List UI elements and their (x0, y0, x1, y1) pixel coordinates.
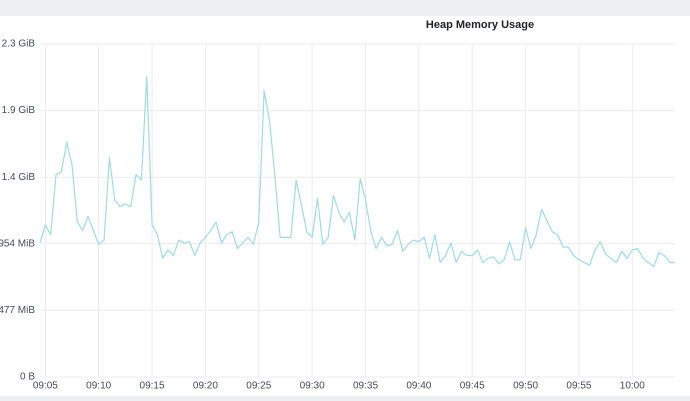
x-tick-label: 09:25 (246, 381, 271, 392)
x-tick-label: 09:40 (406, 381, 431, 392)
y-tick-label: 0 B (20, 372, 35, 383)
x-tick-label: 09:20 (193, 381, 218, 392)
y-tick-label: 477 MiB (0, 305, 35, 316)
y-tick-label: 954 MiB (0, 238, 35, 249)
x-tick-label: 09:35 (353, 381, 378, 392)
top-bar (0, 0, 690, 16)
x-tick-label: 09:30 (300, 381, 325, 392)
y-tick-label: 1.4 GiB (2, 172, 36, 183)
y-tick-label: 2.3 GiB (2, 39, 36, 50)
panel-background (0, 16, 690, 396)
panel-title: Heap Memory Usage (426, 19, 534, 31)
y-tick-label: 1.9 GiB (2, 105, 36, 116)
x-tick-label: 09:45 (460, 381, 485, 392)
x-tick-label: 09:50 (513, 381, 538, 392)
x-tick-label: 09:10 (86, 381, 111, 392)
x-tick-label: 10:00 (620, 381, 645, 392)
series-line (39, 76, 675, 268)
bottom-bar (0, 396, 690, 401)
x-tick-label: 09:15 (140, 381, 165, 392)
x-tick-label: 09:05 (33, 381, 58, 392)
x-tick-label: 09:55 (566, 381, 591, 392)
